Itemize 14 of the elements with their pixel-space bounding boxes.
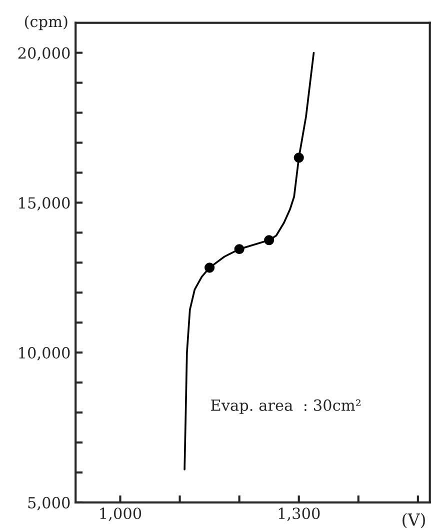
x-tick-label: 1,000 bbox=[100, 508, 142, 521]
annotation: Evap. area : 30cm² bbox=[211, 399, 361, 414]
x-axis-title: (V) bbox=[402, 512, 425, 528]
point bbox=[204, 262, 215, 273]
point bbox=[264, 235, 274, 246]
y-tick-label: 5,000 bbox=[28, 496, 70, 510]
y-tick-label: 20,000 bbox=[18, 47, 70, 61]
y-tick-label: 10,000 bbox=[19, 347, 70, 360]
point bbox=[294, 152, 304, 163]
line-series bbox=[184, 52, 315, 470]
y-tick-label: 15,000 bbox=[19, 197, 70, 211]
x-tick-label: 1,300 bbox=[278, 508, 320, 521]
point bbox=[234, 244, 244, 254]
y-axis-title: (cpm) bbox=[24, 15, 68, 30]
